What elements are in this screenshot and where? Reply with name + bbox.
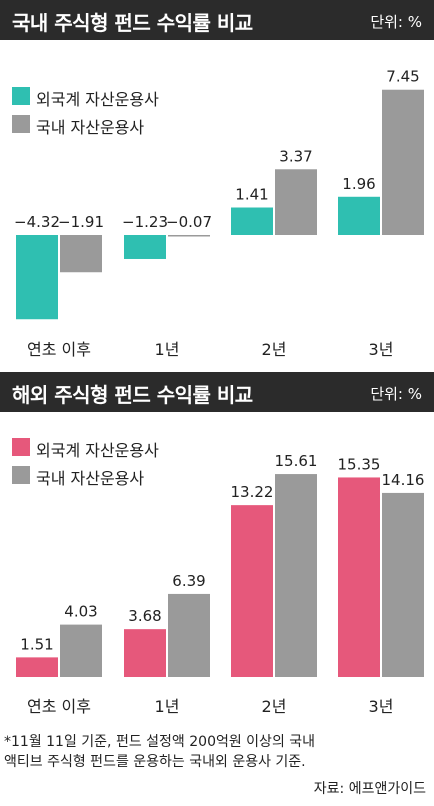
- bar-foreign-0: [16, 657, 58, 677]
- legend-label-local: 국내 자산운용사: [36, 469, 145, 488]
- bar-local-2: [275, 169, 317, 235]
- data-label: 6.39: [172, 572, 205, 590]
- legend-label-foreign: 외국계 자산운용사: [36, 441, 159, 460]
- data-label: −0.07: [166, 213, 212, 231]
- legend-label-local: 국내 자산운용사: [36, 118, 145, 137]
- bar-local-2: [275, 474, 317, 677]
- domestic-bar-chart: −4.32−1.91 연초 이후 −1.23−0.07 1년 1.41 3.37 2년 1.9…: [14, 68, 424, 359]
- data-label: −4.32: [14, 213, 60, 231]
- data-label: 3.37: [279, 147, 312, 165]
- footnote-line-2: 액티브 주식형 펀드를 운용하는 국내외 운용사 기준.: [4, 754, 306, 770]
- category-label: 3년: [369, 697, 394, 716]
- data-label: 1.41: [235, 186, 268, 204]
- footnote: *11월 11일 기준, 펀드 설정액 200억원 이상의 국내 액티브 주식형…: [4, 732, 424, 772]
- category-label: 연초 이후: [27, 340, 91, 359]
- bar-foreign-2: [231, 505, 273, 677]
- bar-foreign-2: [231, 207, 273, 235]
- domestic-title: 국내 주식형 펀드 수익률 비교: [12, 11, 253, 35]
- legend-swatch-local: [12, 466, 30, 484]
- data-label: 14.16: [382, 471, 425, 489]
- category-label: 3년: [369, 340, 394, 359]
- data-label: 15.35: [338, 455, 381, 473]
- legend-swatch-foreign: [12, 87, 30, 105]
- data-label: 1.96: [342, 175, 375, 193]
- domestic-unit: 단위: %: [370, 13, 422, 31]
- domestic-title-bar: 국내 주식형 펀드 수익률 비교 단위: %: [0, 0, 434, 40]
- data-label: 15.61: [275, 452, 318, 470]
- bar-foreign-3: [338, 196, 380, 235]
- legend-swatch-foreign: [12, 438, 30, 456]
- footnote-line-1: *11월 11일 기준, 펀드 설정액 200억원 이상의 국내: [4, 734, 316, 750]
- bar-foreign-1: [124, 235, 166, 259]
- bar-local-0: [60, 235, 102, 273]
- overseas-title-bar: 해외 주식형 펀드 수익률 비교 단위: %: [0, 372, 434, 412]
- legend-swatch-local: [12, 115, 30, 133]
- bar-foreign-1: [124, 629, 166, 677]
- data-label: 13.22: [231, 483, 274, 501]
- bar-local-0: [60, 624, 102, 677]
- category-label: 1년: [155, 697, 180, 716]
- data-label: 4.03: [64, 603, 97, 621]
- category-label: 연초 이후: [27, 697, 91, 716]
- bar-local-3: [382, 492, 424, 677]
- legend-label-foreign: 외국계 자산운용사: [36, 90, 159, 109]
- data-label: −1.23: [122, 213, 168, 231]
- overseas-title: 해외 주식형 펀드 수익률 비교: [12, 383, 253, 407]
- data-label: −1.91: [58, 213, 104, 231]
- data-label: 7.45: [386, 68, 419, 86]
- overseas-unit: 단위: %: [370, 385, 422, 403]
- bar-foreign-0: [16, 235, 58, 320]
- data-label: 3.68: [128, 607, 161, 625]
- bar-local-1: [168, 593, 210, 677]
- bar-local-1: [168, 235, 210, 237]
- bar-foreign-3: [338, 477, 380, 677]
- data-label: 1.51: [20, 635, 53, 653]
- bar-local-3: [382, 89, 424, 235]
- category-label: 2년: [262, 697, 287, 716]
- category-label: 2년: [262, 340, 287, 359]
- category-label: 1년: [155, 340, 180, 359]
- source-note: 자료: 에프앤가이드: [313, 781, 426, 797]
